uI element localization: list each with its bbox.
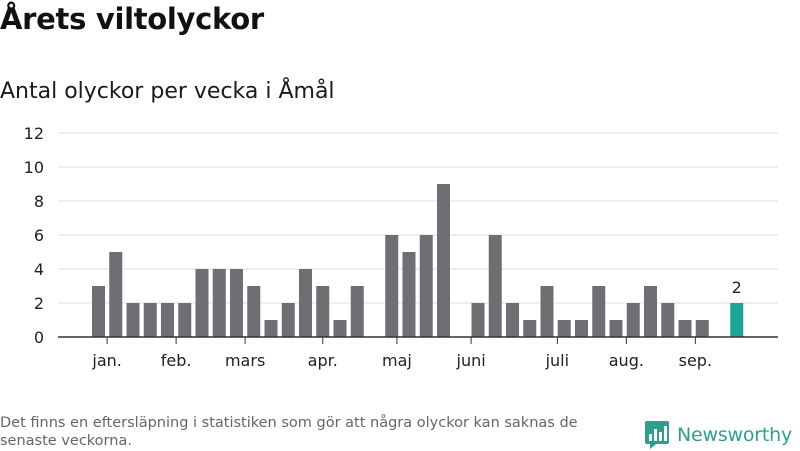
y-tick-label: 10	[24, 158, 44, 177]
y-tick-label: 8	[34, 192, 44, 211]
bar	[592, 286, 606, 337]
bar	[506, 303, 519, 337]
month-label: feb.	[161, 351, 192, 370]
newsworthy-logo-icon	[645, 421, 669, 449]
bar	[695, 320, 709, 337]
bar	[264, 320, 278, 337]
bar	[281, 303, 295, 337]
bar	[471, 303, 485, 337]
newsworthy-logo: Newsworthy	[644, 419, 792, 451]
bar	[644, 286, 657, 337]
bar	[575, 320, 588, 337]
bar	[333, 320, 347, 337]
bar	[540, 286, 554, 337]
highlighted-bar	[730, 303, 744, 337]
bar	[609, 320, 623, 337]
month-label: mars	[225, 351, 265, 370]
bar	[488, 235, 502, 337]
bar	[195, 269, 209, 337]
bar	[402, 252, 416, 337]
chart-subtitle: Antal olyckor per vecka i Åmål	[0, 79, 335, 104]
bar	[143, 303, 157, 337]
month-label: sep.	[679, 351, 712, 370]
month-label: apr.	[308, 351, 338, 370]
bar	[178, 303, 192, 337]
y-tick-label: 6	[34, 226, 44, 245]
bar	[299, 269, 312, 337]
bar	[419, 235, 433, 337]
month-labels: jan. feb. mars apr. maj juni juli aug. sep.	[91, 337, 712, 370]
bar	[212, 269, 226, 337]
y-axis-ticks: 0 2 4 6 8 10 12	[24, 124, 44, 347]
bar	[437, 184, 450, 337]
bar	[661, 303, 675, 337]
month-label: aug.	[609, 351, 644, 370]
y-tick-label: 0	[34, 328, 44, 347]
bar	[109, 252, 123, 337]
bar	[557, 320, 571, 337]
bar	[385, 235, 399, 337]
y-tick-label: 12	[24, 124, 44, 143]
brand-name: Newsworthy	[677, 424, 793, 446]
footnote: Det finns en eftersläpning i statistiken…	[0, 415, 578, 449]
month-label: jan.	[91, 351, 121, 370]
grid-lines	[58, 132, 778, 304]
bar	[678, 320, 692, 337]
bar	[316, 286, 330, 337]
bar	[523, 320, 537, 337]
month-label: juli	[545, 351, 569, 370]
bar	[626, 303, 640, 337]
month-label: maj	[382, 351, 412, 370]
data-label: 2	[732, 278, 742, 297]
bars	[92, 184, 744, 337]
bar	[161, 303, 174, 337]
bar	[247, 286, 261, 337]
bar	[92, 286, 105, 337]
data-labels: 2	[732, 278, 742, 297]
chart-title: Årets viltolyckor	[0, 2, 264, 36]
bar	[126, 303, 140, 337]
month-label: juni	[456, 351, 486, 370]
bar	[350, 286, 364, 337]
bar	[230, 269, 243, 337]
y-tick-label: 4	[34, 260, 44, 279]
bar-chart: 0 2 4 6 8 10 12 2 jan. feb. mars apr. maj juni juli a…	[24, 124, 778, 370]
y-tick-label: 2	[34, 294, 44, 313]
